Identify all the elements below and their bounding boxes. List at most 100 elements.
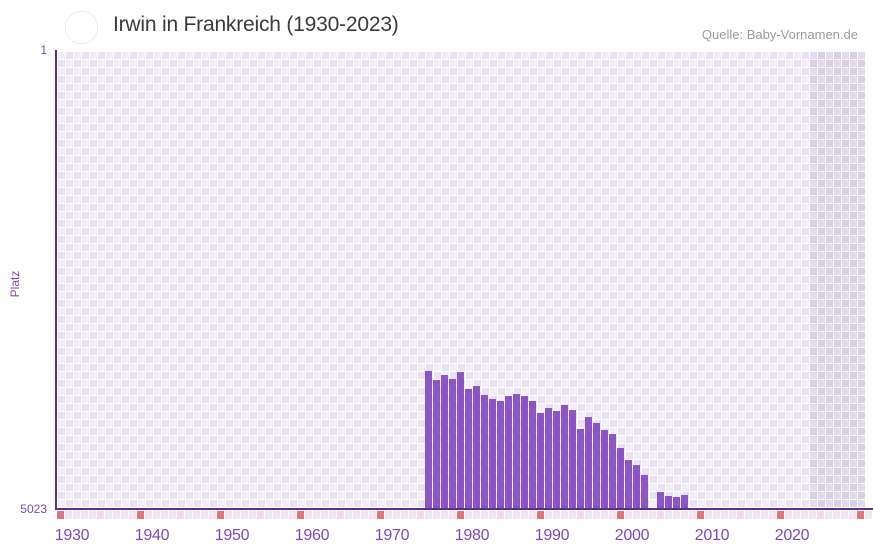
x-tick-1958 bbox=[281, 511, 288, 519]
x-tick-1996 bbox=[585, 511, 592, 519]
x-tick-1963 bbox=[321, 511, 328, 519]
bar-1992[interactable] bbox=[553, 411, 560, 509]
bar-1986[interactable] bbox=[505, 395, 512, 509]
bar-1994[interactable] bbox=[569, 410, 576, 509]
bar-1991[interactable] bbox=[545, 408, 552, 509]
bar-1985[interactable] bbox=[497, 401, 504, 509]
bar-1977[interactable] bbox=[433, 380, 440, 509]
x-tick-1956 bbox=[265, 511, 272, 519]
x-tick-1982 bbox=[473, 511, 480, 519]
x-tick-1994 bbox=[569, 511, 576, 519]
x-tick-1947 bbox=[193, 511, 200, 519]
bar-1980[interactable] bbox=[457, 372, 464, 509]
y-axis-title: Platz bbox=[8, 270, 22, 298]
x-tick-1997 bbox=[593, 511, 600, 519]
bar-2008[interactable] bbox=[681, 495, 688, 509]
x-tick-1986 bbox=[505, 511, 512, 519]
x-tick-1940 bbox=[137, 511, 144, 519]
bar-1989[interactable] bbox=[529, 400, 536, 509]
x-tick-1987 bbox=[513, 511, 520, 519]
bar-2007[interactable] bbox=[673, 496, 680, 509]
x-tick-1937 bbox=[113, 511, 120, 519]
bar-2005[interactable] bbox=[657, 492, 664, 509]
bar-1996[interactable] bbox=[585, 416, 592, 509]
x-tick-1979 bbox=[449, 511, 456, 519]
x-tick-1964 bbox=[329, 511, 336, 519]
bar-1987[interactable] bbox=[513, 393, 520, 509]
x-tick-1969 bbox=[369, 511, 376, 519]
x-tick-1968 bbox=[361, 511, 368, 519]
bar-1981[interactable] bbox=[465, 388, 472, 509]
x-tick-2003 bbox=[641, 511, 648, 519]
x-tick-1977 bbox=[433, 511, 440, 519]
x-tick-2010 bbox=[697, 511, 704, 519]
x-tick-2006 bbox=[665, 511, 672, 519]
bar-1984[interactable] bbox=[489, 399, 496, 509]
x-tick-1999 bbox=[609, 511, 616, 519]
bar-1988[interactable] bbox=[521, 395, 528, 509]
x-tick-1976 bbox=[425, 511, 432, 519]
x-tick-1981 bbox=[465, 511, 472, 519]
x-tick-1984 bbox=[489, 511, 496, 519]
bar-2002[interactable] bbox=[633, 465, 640, 509]
bar-2000[interactable] bbox=[617, 447, 624, 509]
x-tick-1955 bbox=[257, 511, 264, 519]
x-tick-1971 bbox=[385, 511, 392, 519]
x-label-2000: 2000 bbox=[614, 527, 650, 544]
bar-1995[interactable] bbox=[577, 428, 584, 509]
x-tick-2021 bbox=[785, 511, 792, 519]
x-tick-1972 bbox=[393, 511, 400, 519]
y-axis-line bbox=[55, 50, 57, 510]
bar-2003[interactable] bbox=[641, 474, 648, 509]
bar-2001[interactable] bbox=[625, 460, 632, 509]
x-tick-1962 bbox=[313, 511, 320, 519]
bar-1982[interactable] bbox=[473, 385, 480, 509]
x-tick-1965 bbox=[337, 511, 344, 519]
x-tick-row bbox=[0, 511, 873, 519]
x-tick-2019 bbox=[769, 511, 776, 519]
x-tick-1932 bbox=[73, 511, 80, 519]
x-tick-1998 bbox=[601, 511, 608, 519]
x-tick-1966 bbox=[345, 511, 352, 519]
x-tick-2018 bbox=[761, 511, 768, 519]
bar-1983[interactable] bbox=[481, 395, 488, 509]
x-tick-1954 bbox=[249, 511, 256, 519]
x-tick-1931 bbox=[65, 511, 72, 519]
x-tick-1941 bbox=[145, 511, 152, 519]
x-tick-1960 bbox=[297, 511, 304, 519]
x-tick-2008 bbox=[681, 511, 688, 519]
x-tick-2027 bbox=[833, 511, 840, 519]
x-tick-2001 bbox=[625, 511, 632, 519]
x-tick-1944 bbox=[169, 511, 176, 519]
x-tick-2022 bbox=[793, 511, 800, 519]
x-tick-1970 bbox=[377, 511, 384, 519]
x-tick-1946 bbox=[185, 511, 192, 519]
x-tick-1936 bbox=[105, 511, 112, 519]
x-tick-1951 bbox=[225, 511, 232, 519]
bar-1978[interactable] bbox=[441, 375, 448, 509]
x-tick-2013 bbox=[721, 511, 728, 519]
bar-1998[interactable] bbox=[601, 430, 608, 509]
x-tick-2030 bbox=[857, 511, 864, 519]
bar-1993[interactable] bbox=[561, 405, 568, 509]
x-tick-1957 bbox=[273, 511, 280, 519]
french-flag-icon bbox=[65, 11, 98, 44]
bar-1999[interactable] bbox=[609, 434, 616, 509]
x-tick-1989 bbox=[529, 511, 536, 519]
x-tick-2017 bbox=[753, 511, 760, 519]
x-tick-1959 bbox=[289, 511, 296, 519]
x-tick-1990 bbox=[537, 511, 544, 519]
x-tick-1930 bbox=[57, 511, 64, 519]
y-tick-bottom: 5023 bbox=[20, 502, 47, 516]
x-tick-1952 bbox=[233, 511, 240, 519]
x-tick-1950 bbox=[217, 511, 224, 519]
x-label-1960: 1960 bbox=[294, 527, 330, 544]
bar-1997[interactable] bbox=[593, 422, 600, 509]
x-tick-2000 bbox=[617, 511, 624, 519]
bar-1990[interactable] bbox=[537, 413, 544, 509]
bar-1979[interactable] bbox=[449, 379, 456, 509]
x-label-1970: 1970 bbox=[374, 527, 410, 544]
bar-1976[interactable] bbox=[425, 371, 432, 509]
source-credit: Quelle: Baby-Vornamen.de bbox=[701, 27, 858, 42]
bar-2006[interactable] bbox=[665, 495, 672, 509]
